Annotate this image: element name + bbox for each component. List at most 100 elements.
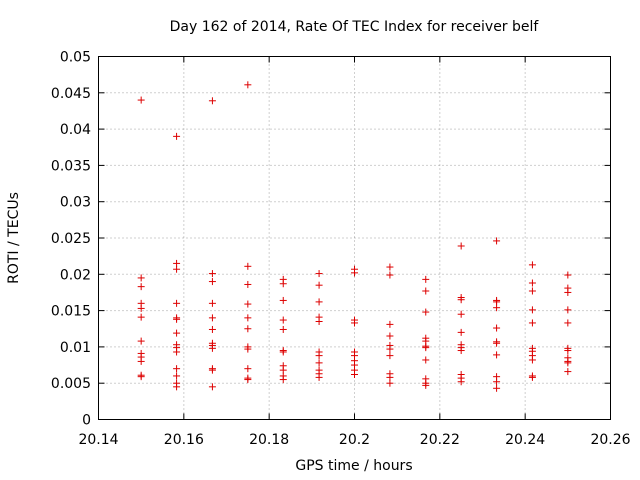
- data-point: [564, 271, 572, 279]
- data-point: [457, 378, 465, 386]
- data-point: [422, 344, 430, 352]
- data-point: [528, 306, 536, 314]
- data-point: [528, 287, 536, 295]
- data-point: [315, 373, 323, 381]
- data-point: [351, 269, 358, 277]
- y-tick-labels: 0 0.005 0.01 0.015 0.02 0.025 0.03 0.035 0.04 0.0…: [51, 50, 91, 429]
- data-point: [279, 376, 287, 384]
- data-point: [386, 271, 394, 279]
- data-point: [137, 313, 145, 321]
- data-point: [137, 274, 145, 282]
- data-point: [173, 329, 181, 337]
- data-point: [315, 359, 323, 367]
- data-point: [244, 81, 252, 89]
- data-point: [386, 263, 394, 271]
- data-point: [457, 242, 465, 250]
- y-tick-label: 0.05: [60, 50, 91, 66]
- data-point: [422, 287, 430, 295]
- data-point: [208, 314, 216, 322]
- data-point: [315, 298, 323, 306]
- data-point: [457, 310, 465, 318]
- data-point: [244, 280, 252, 288]
- data-point: [208, 97, 216, 105]
- data-point: [386, 320, 394, 328]
- data-point: [244, 262, 252, 270]
- data-point: [173, 299, 181, 307]
- data-point: [137, 337, 145, 345]
- data-point: [564, 368, 572, 376]
- data-point: [422, 275, 430, 283]
- y-tick-label: 0.03: [60, 195, 91, 211]
- y-tick-label: 0.045: [51, 86, 91, 102]
- data-point: [208, 278, 216, 286]
- data-point: [386, 379, 394, 387]
- data-point: [244, 300, 252, 308]
- y-tick-label: 0.025: [51, 231, 91, 247]
- data-point: [173, 265, 181, 273]
- y-tick-label: 0: [82, 413, 91, 429]
- data-point: [315, 352, 323, 360]
- plot-frame: [98, 56, 611, 420]
- y-tick-label: 0.02: [60, 267, 91, 283]
- y-tick-label: 0.01: [60, 340, 91, 356]
- data-point: [279, 325, 287, 333]
- data-point: [279, 280, 287, 288]
- data-point: [244, 365, 252, 373]
- data-point: [208, 383, 216, 391]
- data-point: [315, 281, 323, 289]
- data-point: [279, 296, 287, 304]
- x-tick-label: 20.26: [590, 432, 630, 448]
- data-point: [208, 299, 216, 307]
- data-point: [422, 356, 430, 364]
- data-point: [386, 345, 394, 353]
- data-point: [208, 366, 216, 374]
- data-points: [137, 81, 572, 392]
- x-tick-label: 20.18: [249, 432, 289, 448]
- data-point: [137, 96, 145, 104]
- data-point: [493, 237, 501, 245]
- data-point: [493, 339, 501, 347]
- data-point: [137, 304, 145, 312]
- x-tick-labels: 20.14 20.16 20.18 20.2 20.22 20.24 20.26: [78, 432, 630, 448]
- data-point: [493, 351, 501, 359]
- y-tick-label: 0.015: [51, 304, 91, 320]
- data-point: [173, 372, 181, 380]
- data-point: [493, 304, 501, 312]
- data-point: [173, 383, 181, 391]
- data-point: [244, 345, 252, 353]
- data-point: [279, 348, 287, 356]
- data-point: [244, 376, 252, 384]
- y-tick-label: 0.035: [51, 158, 91, 174]
- data-point: [137, 283, 145, 291]
- x-tick-label: 20.14: [78, 432, 118, 448]
- data-point: [493, 384, 501, 392]
- data-point: [208, 325, 216, 333]
- data-point: [173, 348, 181, 356]
- data-point: [528, 319, 536, 327]
- data-point: [564, 288, 572, 296]
- data-point: [457, 328, 465, 336]
- data-point: [564, 359, 572, 367]
- y-axis-label: ROTI / TECUs: [6, 192, 22, 284]
- data-point: [493, 324, 501, 332]
- data-point: [564, 306, 572, 314]
- data-point: [244, 314, 252, 322]
- data-point: [208, 344, 216, 352]
- x-tick-label: 20.22: [420, 432, 460, 448]
- x-tick-label: 20.16: [164, 432, 204, 448]
- data-point: [422, 381, 430, 389]
- data-point: [528, 279, 536, 287]
- data-point: [351, 319, 358, 327]
- data-point: [173, 365, 181, 373]
- data-point: [386, 352, 394, 360]
- data-point: [564, 319, 572, 327]
- data-point: [528, 373, 536, 381]
- data-point: [386, 332, 394, 340]
- data-point: [173, 132, 181, 140]
- data-point: [528, 356, 536, 364]
- chart-title: Day 162 of 2014, Rate Of TEC Index for r…: [170, 19, 540, 35]
- x-tick-label: 20.2: [339, 432, 370, 448]
- data-point: [457, 347, 465, 355]
- data-point: [564, 347, 572, 355]
- data-point: [244, 325, 252, 333]
